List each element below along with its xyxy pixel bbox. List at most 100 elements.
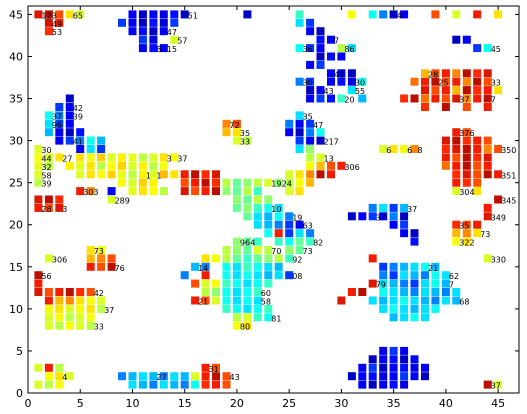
data-point-224 — [306, 161, 315, 170]
data-point-267 — [473, 170, 482, 179]
x-tick-label-1: 5 — [77, 397, 84, 410]
data-point-392 — [222, 296, 231, 305]
data-point-424 — [400, 279, 409, 288]
data-point-402 — [243, 313, 252, 322]
data-point-226 — [327, 161, 335, 170]
data-point-21 — [138, 27, 147, 36]
data-point-437 — [441, 288, 450, 296]
data-point-455 — [389, 313, 398, 322]
data-point-2 — [55, 10, 64, 19]
data-point-39 — [473, 10, 482, 19]
data-point-493 — [86, 313, 95, 322]
data-point-516 — [128, 380, 137, 389]
point-label-469: 56 — [41, 272, 51, 281]
data-point-120 — [44, 119, 53, 128]
data-point-106 — [452, 94, 461, 103]
data-point-272 — [473, 178, 482, 187]
data-point-239 — [389, 145, 398, 153]
data-point-453 — [421, 304, 429, 313]
data-point-495 — [55, 321, 64, 330]
data-point-422 — [379, 279, 388, 288]
data-point-473 — [55, 288, 64, 296]
data-point-302 — [253, 203, 262, 212]
data-point-222 — [306, 153, 315, 162]
data-point-336 — [389, 220, 398, 229]
data-point-503 — [55, 372, 64, 381]
point-label-13: 51 — [188, 11, 198, 20]
point-label-405: 80 — [240, 323, 250, 332]
data-point-423 — [389, 279, 398, 288]
data-point-53 — [327, 52, 335, 61]
data-point-284 — [452, 237, 461, 246]
data-point-412 — [421, 262, 429, 271]
data-point-359 — [201, 262, 210, 271]
data-point-218 — [306, 136, 315, 145]
data-point-91 — [473, 77, 482, 86]
data-point-535 — [379, 355, 388, 364]
data-point-90 — [462, 77, 471, 86]
data-point-278 — [452, 220, 461, 229]
data-point-160 — [138, 161, 147, 170]
data-point-98 — [473, 86, 482, 95]
data-point-494 — [44, 321, 53, 330]
point-label-23: 47 — [167, 28, 177, 37]
data-point-346 — [243, 246, 252, 254]
data-point-320 — [274, 237, 283, 246]
data-point-539 — [358, 363, 367, 372]
data-point-71 — [327, 94, 335, 103]
data-point-111 — [441, 103, 450, 111]
data-point-379 — [232, 279, 241, 288]
data-point-431 — [379, 288, 388, 296]
data-point-134 — [97, 145, 106, 153]
data-point-454 — [431, 304, 440, 313]
point-label-46: 7 — [334, 37, 339, 46]
data-point-459 — [483, 254, 492, 263]
data-point-126 — [76, 128, 85, 137]
data-point-500 — [44, 363, 53, 372]
x-tick-label-4: 20 — [230, 397, 244, 410]
data-point-285 — [462, 237, 471, 246]
data-point-117 — [44, 111, 53, 120]
data-point-1 — [44, 10, 53, 19]
data-point-216 — [316, 128, 325, 137]
data-point-242 — [452, 128, 461, 137]
data-point-537 — [400, 355, 409, 364]
point-label-119: 39 — [73, 112, 83, 121]
data-point-62 — [327, 77, 335, 86]
data-point-400 — [264, 304, 273, 313]
data-point-149 — [138, 153, 147, 162]
data-point-469 — [34, 271, 43, 280]
data-point-338 — [400, 229, 409, 238]
data-point-460 — [44, 254, 53, 263]
point-label-219: 217 — [324, 138, 339, 147]
data-point-49 — [316, 44, 325, 53]
data-point-204 — [232, 119, 241, 128]
data-point-23 — [159, 27, 168, 36]
data-point-427 — [431, 279, 440, 288]
data-point-390 — [201, 296, 210, 305]
data-point-546 — [347, 372, 356, 381]
data-point-229 — [295, 170, 304, 179]
data-point-364 — [264, 262, 273, 271]
data-point-353 — [243, 254, 252, 263]
data-point-475 — [76, 288, 85, 296]
data-point-509 — [128, 372, 137, 381]
data-point-416 — [400, 271, 409, 280]
data-point-161 — [149, 161, 158, 170]
data-point-553 — [421, 372, 429, 381]
point-label-0: 12 — [41, 11, 51, 20]
data-point-170 — [149, 170, 158, 179]
data-point-201 — [55, 203, 64, 212]
data-point-213 — [285, 128, 294, 137]
data-point-504 — [65, 372, 74, 381]
data-point-388 — [253, 288, 262, 296]
data-point-499 — [34, 363, 43, 372]
data-point-268 — [483, 170, 492, 179]
data-point-210 — [285, 119, 294, 128]
data-point-293 — [232, 187, 241, 196]
data-point-551 — [400, 372, 409, 381]
data-point-59 — [347, 69, 356, 78]
data-point-429 — [347, 288, 356, 296]
data-point-443 — [400, 296, 409, 305]
data-point-398 — [243, 304, 252, 313]
